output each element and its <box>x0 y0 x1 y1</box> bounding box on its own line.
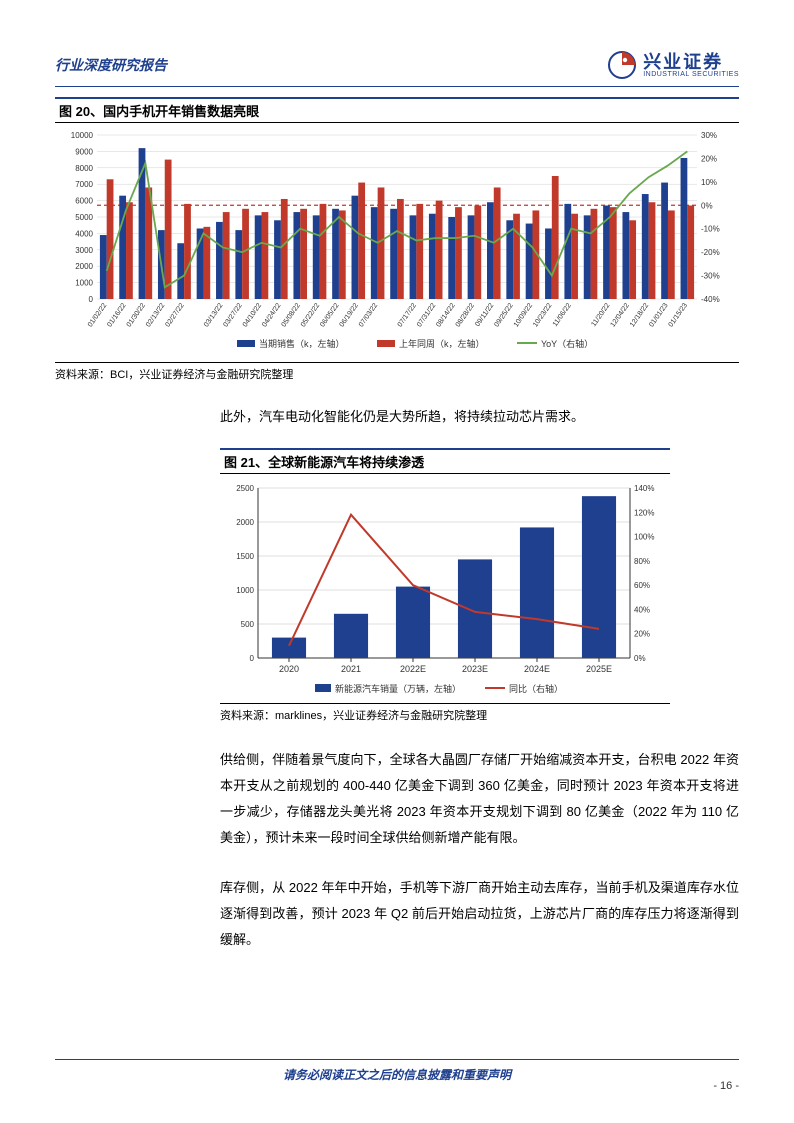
footer-disclaimer: 请务必阅读正文之后的信息披露和重要声明 <box>55 1066 739 1083</box>
svg-text:5000: 5000 <box>75 213 93 222</box>
logo-text-cn: 兴业证券 <box>643 53 739 71</box>
logo-icon <box>607 50 637 80</box>
svg-text:1000: 1000 <box>236 586 254 595</box>
svg-text:-30%: -30% <box>701 272 720 281</box>
figure-21-chart: 0 500 1000 1500 2000 2500 0% 20% 40% 60% 80% 100% 12… <box>220 478 670 698</box>
svg-text:10000: 10000 <box>71 131 94 140</box>
svg-text:10%: 10% <box>701 178 717 187</box>
svg-text:7000: 7000 <box>75 180 93 189</box>
paragraph-1: 此外，汽车电动化智能化仍是大势所趋，将持续拉动芯片需求。 <box>220 404 739 430</box>
figure-20: 图 20、国内手机开年销售数据亮眼 0 1000 2000 3000 4000 5000 6… <box>55 97 739 382</box>
svg-text:01/15/23: 01/15/23 <box>668 302 689 328</box>
svg-text:20%: 20% <box>634 630 650 639</box>
svg-text:0: 0 <box>250 654 255 663</box>
svg-text:-40%: -40% <box>701 295 720 304</box>
svg-text:140%: 140% <box>634 484 654 493</box>
svg-text:8000: 8000 <box>75 164 93 173</box>
svg-text:2500: 2500 <box>236 484 254 493</box>
svg-text:2022E: 2022E <box>400 664 426 674</box>
svg-text:2020: 2020 <box>279 664 299 674</box>
svg-text:YoY（右轴）: YoY（右轴） <box>541 338 593 349</box>
report-title: 行业深度研究报告 <box>55 55 167 75</box>
figure-20-source: 资料来源：BCI，兴业证券经济与金融研究院整理 <box>55 362 739 382</box>
svg-text:2024E: 2024E <box>524 664 550 674</box>
svg-text:80%: 80% <box>634 557 650 566</box>
svg-text:4000: 4000 <box>75 229 93 238</box>
svg-text:60%: 60% <box>634 581 650 590</box>
page-number: - 16 - <box>713 1080 739 1092</box>
svg-text:10/23/22: 10/23/22 <box>532 302 553 328</box>
svg-text:02/27/22: 02/27/22 <box>164 302 185 328</box>
svg-text:1000: 1000 <box>75 279 93 288</box>
svg-text:当期销售（k，左轴）: 当期销售（k，左轴） <box>259 338 345 349</box>
svg-text:2000: 2000 <box>75 262 93 271</box>
svg-text:20%: 20% <box>701 154 717 163</box>
svg-text:同比（右轴）: 同比（右轴） <box>509 683 563 694</box>
paragraph-2: 供给侧，伴随着景气度向下，全球各大晶圆厂存储厂开始缩减资本开支，台积电 2022… <box>220 747 739 851</box>
svg-text:11/20/22: 11/20/22 <box>590 302 611 328</box>
svg-text:09/11/22: 09/11/22 <box>474 302 495 328</box>
figure-21-title: 图 21、全球新能源汽车将持续渗透 <box>220 448 670 474</box>
svg-text:30%: 30% <box>701 131 717 140</box>
svg-text:2021: 2021 <box>341 664 361 674</box>
figure-20-chart: 0 1000 2000 3000 4000 5000 6000 7000 8000 9000 100… <box>55 127 739 357</box>
page-header: 行业深度研究报告 兴业证券 INDUSTRIAL SECURITIES <box>55 50 739 87</box>
figure-21-source: 资料来源：marklines，兴业证券经济与金融研究院整理 <box>220 703 670 723</box>
svg-text:0%: 0% <box>701 201 713 210</box>
svg-text:40%: 40% <box>634 605 650 614</box>
svg-text:11/06/22: 11/06/22 <box>552 302 573 328</box>
paragraph-3: 库存侧，从 2022 年年中开始，手机等下游厂商开始主动去库存，当前手机及渠道库… <box>220 875 739 953</box>
svg-text:3000: 3000 <box>75 246 93 255</box>
figure-20-title: 图 20、国内手机开年销售数据亮眼 <box>55 97 739 123</box>
svg-text:2025E: 2025E <box>586 664 612 674</box>
page-footer: 请务必阅读正文之后的信息披露和重要声明 - 16 - <box>55 1059 739 1083</box>
svg-text:100%: 100% <box>634 533 654 542</box>
svg-text:9000: 9000 <box>75 147 93 156</box>
svg-text:0: 0 <box>89 295 94 304</box>
svg-text:6000: 6000 <box>75 197 93 206</box>
svg-text:120%: 120% <box>634 508 654 517</box>
svg-text:-20%: -20% <box>701 248 720 257</box>
svg-text:1500: 1500 <box>236 552 254 561</box>
svg-text:08/28/22: 08/28/22 <box>455 302 476 328</box>
svg-text:新能源汽车销量（万辆，左轴）: 新能源汽车销量（万辆，左轴） <box>335 683 461 694</box>
svg-text:上年同周（k，左轴）: 上年同周（k，左轴） <box>399 338 485 349</box>
svg-text:-10%: -10% <box>701 225 720 234</box>
logo-text-en: INDUSTRIAL SECURITIES <box>643 71 739 78</box>
figure-21: 图 21、全球新能源汽车将持续渗透 0 500 1000 1500 2000 2500 0%… <box>220 448 670 723</box>
svg-text:0%: 0% <box>634 654 646 663</box>
company-logo: 兴业证券 INDUSTRIAL SECURITIES <box>607 50 739 80</box>
svg-text:2000: 2000 <box>236 518 254 527</box>
svg-text:07/03/22: 07/03/22 <box>358 302 379 328</box>
svg-text:500: 500 <box>241 620 255 629</box>
svg-text:2023E: 2023E <box>462 664 488 674</box>
